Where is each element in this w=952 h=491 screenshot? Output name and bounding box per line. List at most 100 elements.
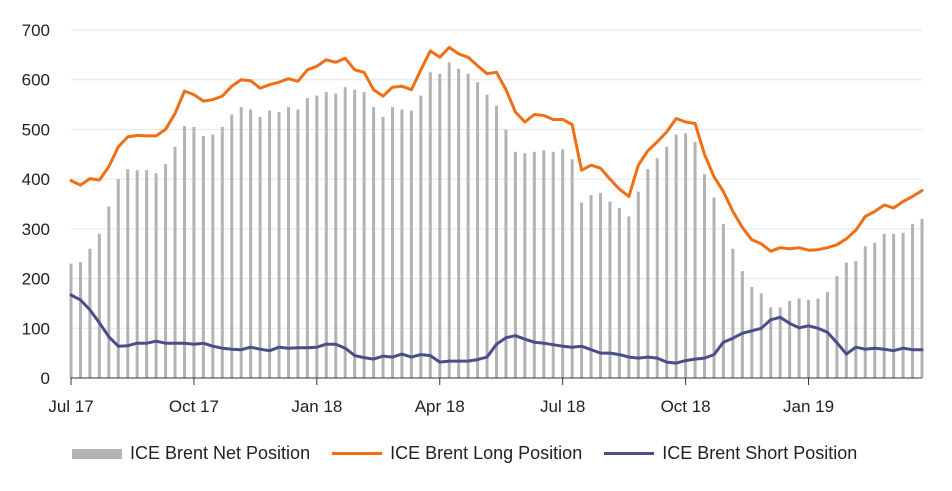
long-position-line (69, 45, 924, 253)
net-position-bar (589, 195, 593, 378)
axes: 0 100 200 300 400 500 600 700 Jul 17 Oct 17 Jan 18… (22, 21, 922, 416)
net-position-bar (731, 248, 735, 378)
net-position-bar (126, 169, 130, 378)
y-tick-label: 200 (22, 270, 50, 289)
net-position-bar (844, 262, 848, 378)
net-position-bar (135, 170, 139, 378)
net-position-bar (362, 92, 366, 379)
net-position-bar (485, 94, 489, 378)
net-position-bar (466, 73, 470, 379)
net-position-bar (268, 110, 272, 378)
net-position-bar (551, 151, 555, 378)
net-position-bar (750, 287, 754, 378)
x-tick-label: Jan 19 (783, 397, 834, 416)
net-position-bar (580, 202, 584, 378)
net-position-bar (258, 117, 262, 378)
x-tick-label: Oct 18 (661, 397, 711, 416)
net-position-bar (372, 107, 376, 379)
x-tick-label: Jul 18 (540, 397, 585, 416)
legend-swatch-short (604, 452, 655, 455)
net-position-bar (353, 89, 357, 379)
net-position-bar (703, 174, 707, 378)
series-lines (69, 45, 924, 365)
net-position-bar (504, 129, 508, 378)
net-position-bar (825, 291, 829, 378)
net-position-bar (296, 109, 300, 379)
net-position-bar (211, 134, 215, 378)
net-position-bar (627, 216, 631, 378)
net-position-bar (863, 246, 867, 378)
net-position-bar (428, 72, 432, 378)
net-position-bar (476, 82, 480, 378)
x-tick-label: Oct 17 (169, 397, 219, 416)
y-tick-label: 500 (22, 120, 50, 139)
net-position-bar (561, 149, 565, 378)
x-tick-label: Apr 18 (415, 397, 465, 416)
net-position-bar (665, 146, 669, 378)
net-position-bar (570, 159, 574, 378)
net-position-bar (532, 151, 536, 378)
net-position-bar (873, 242, 877, 378)
legend-item-long: ICE Brent Long Position (332, 443, 582, 464)
net-position-bar (646, 169, 650, 378)
legend: ICE Brent Net Position ICE Brent Long Po… (72, 443, 879, 464)
net-position-bar (192, 126, 196, 378)
net-position-bar (173, 146, 177, 378)
net-position-bar (769, 307, 773, 378)
legend-label-net: ICE Brent Net Position (130, 443, 311, 463)
net-position-bar (721, 223, 725, 378)
legend-label-short: ICE Brent Short Position (662, 443, 858, 463)
net-position-bar (334, 93, 338, 379)
y-tick-label: 600 (22, 71, 50, 90)
net-position-bar (854, 261, 858, 378)
net-position-bar (182, 125, 186, 378)
net-position-bar (674, 134, 678, 378)
net-position-bar (523, 153, 527, 378)
net-position-bar (239, 107, 243, 379)
net-position-bar (277, 112, 281, 379)
net-position-bar (324, 92, 328, 379)
legend-label-long: ICE Brent Long Position (390, 443, 583, 463)
net-position-bar (97, 233, 101, 378)
net-position-bar (778, 307, 782, 378)
legend-item-short: ICE Brent Short Position (604, 443, 857, 464)
net-position-bar (305, 98, 309, 378)
y-tick-label: 100 (22, 319, 50, 338)
net-position-bar (230, 114, 234, 378)
net-position-bar (835, 276, 839, 378)
net-position-bar (920, 218, 924, 378)
y-tick-label: 700 (22, 21, 50, 40)
net-position-bar (400, 109, 404, 379)
net-position-bar (390, 107, 394, 379)
net-position-bar (788, 300, 792, 378)
net-position-bar (164, 164, 168, 378)
net-position-bar (107, 206, 111, 378)
net-position-bar (419, 95, 423, 378)
net-position-bar (447, 62, 451, 379)
x-tick-label: Jan 18 (291, 397, 342, 416)
net-position-bar (608, 201, 612, 378)
y-tick-label: 0 (41, 369, 50, 388)
net-position-bar (457, 68, 461, 378)
net-position-bar (599, 193, 603, 378)
net-position-bar (201, 135, 205, 378)
net-position-bar (409, 110, 413, 378)
net-position-bar (69, 263, 73, 378)
net-position-bar (892, 233, 896, 378)
y-tick-label: 300 (22, 220, 50, 239)
net-position-bar (513, 151, 517, 378)
net-position-bar (438, 73, 442, 379)
net-position-bar (145, 170, 149, 378)
net-position-bar (693, 141, 697, 378)
net-position-bar (315, 95, 319, 378)
legend-swatch-long (332, 452, 383, 455)
net-position-bar (740, 271, 744, 378)
net-position-bar (381, 117, 385, 378)
net-position-bar (154, 173, 158, 378)
net-position-bar (617, 207, 621, 378)
net-position-bar (286, 107, 290, 379)
net-position-bar (882, 233, 886, 378)
net-position-bar (88, 248, 92, 378)
net-position-bar (684, 133, 688, 378)
